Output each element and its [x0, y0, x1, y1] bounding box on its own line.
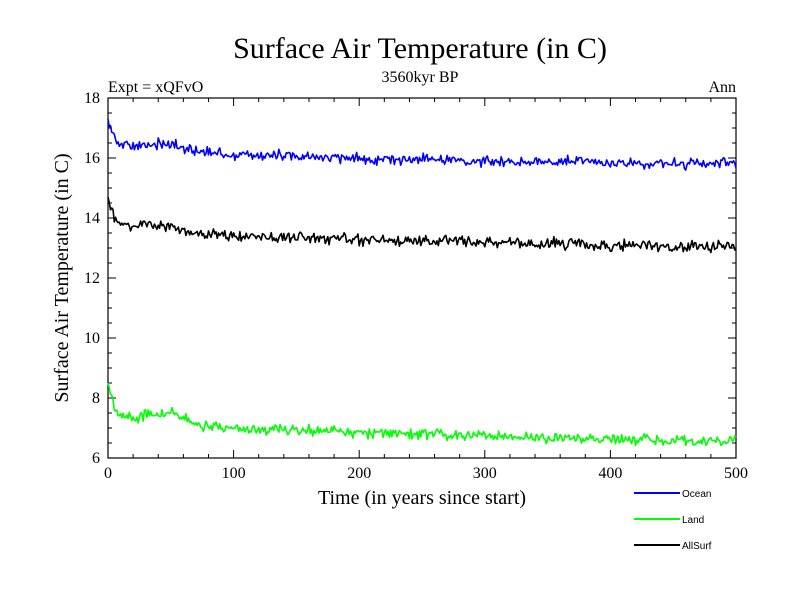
legend-label-allsurf: AllSurf: [682, 541, 712, 552]
y-tick-label-16: 16: [84, 150, 100, 167]
series-lines: [107, 118, 737, 447]
axis-ticks: [107, 97, 737, 459]
x-tick-label-0: 0: [104, 465, 112, 482]
x-tick-label-400: 400: [598, 465, 622, 482]
series-line-allsurf: [107, 196, 737, 254]
y-tick-label-12: 12: [84, 270, 100, 287]
y-tick-label-18: 18: [84, 90, 100, 107]
experiment-label: Expt = xQFvO: [108, 79, 203, 96]
x-tick-label-300: 300: [473, 465, 497, 482]
chart-title: Surface Air Temperature (in C): [233, 32, 607, 65]
legend: Ocean Land AllSurf: [634, 489, 712, 552]
y-tick-label-10: 10: [84, 330, 100, 347]
x-tick-label-500: 500: [724, 465, 748, 482]
series-line-ocean: [107, 118, 737, 171]
legend-label-land: Land: [682, 515, 704, 526]
tick-labels: 0 100 200 300 400 500 6 8 10 12 14 16 18: [84, 90, 748, 482]
y-tick-label-14: 14: [84, 210, 100, 227]
x-tick-label-200: 200: [347, 465, 371, 482]
season-label: Ann: [708, 79, 736, 96]
x-axis-label: Time (in years since start): [318, 487, 526, 509]
x-tick-label-100: 100: [222, 465, 246, 482]
y-tick-label-6: 6: [92, 450, 100, 467]
legend-label-ocean: Ocean: [682, 489, 711, 500]
series-line-land: [107, 382, 737, 447]
chart-subtitle: 3560kyr BP: [382, 69, 459, 86]
y-axis-label: Surface Air Temperature (in C): [51, 153, 73, 402]
y-tick-label-8: 8: [92, 390, 100, 407]
